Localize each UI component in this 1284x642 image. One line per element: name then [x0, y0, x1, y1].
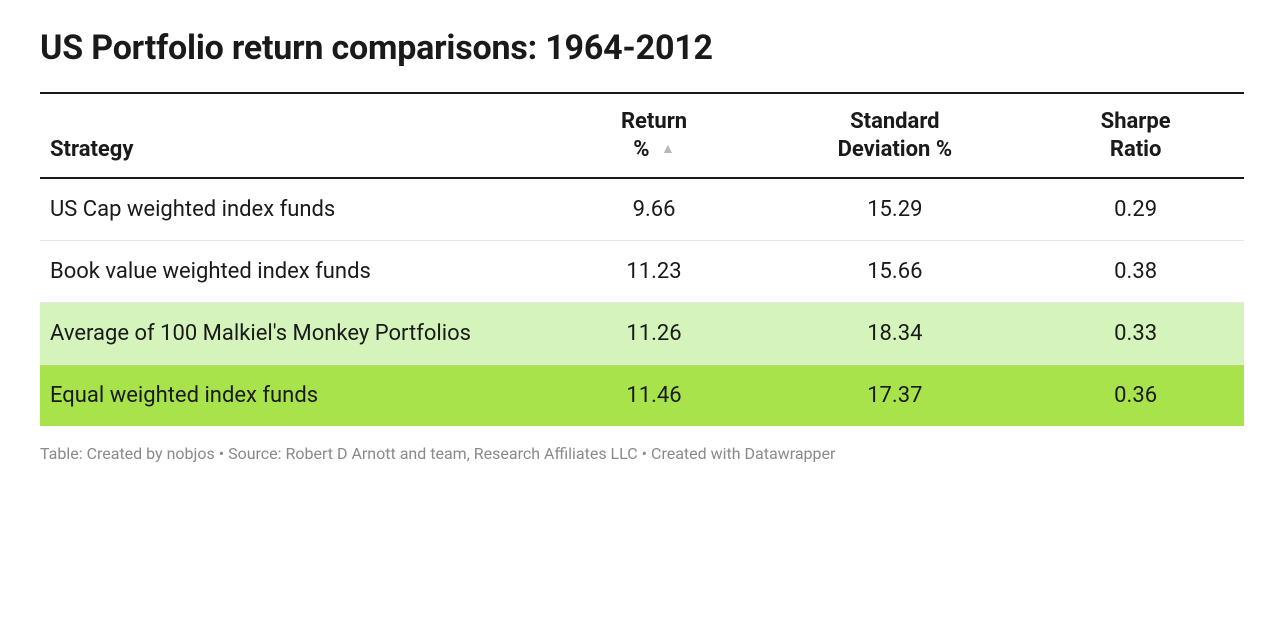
table-footer: Table: Created by nobjos • Source: Rober… [40, 444, 1244, 463]
table-row: Equal weighted index funds 11.46 17.37 0… [40, 365, 1244, 427]
cell-return: 9.66 [546, 178, 763, 241]
cell-stddev: 15.66 [762, 241, 1027, 303]
cell-stddev: 17.37 [762, 365, 1027, 427]
col-header-sharpe[interactable]: SharpeRatio [1027, 93, 1244, 178]
cell-stddev: 15.29 [762, 178, 1027, 241]
cell-strategy: Equal weighted index funds [40, 365, 546, 427]
col-header-stddev-label: StandardDeviation % [838, 109, 953, 162]
col-header-sharpe-label: SharpeRatio [1101, 109, 1171, 162]
col-header-strategy-label: Strategy [50, 137, 133, 162]
comparison-table: Strategy Return% ▲ StandardDeviation % S… [40, 92, 1244, 426]
cell-strategy: Average of 100 Malkiel's Monkey Portfoli… [40, 303, 546, 365]
cell-strategy: US Cap weighted index funds [40, 178, 546, 241]
cell-return: 11.23 [546, 241, 763, 303]
table-row: US Cap weighted index funds 9.66 15.29 0… [40, 178, 1244, 241]
col-header-return-label: Return% [621, 109, 687, 162]
cell-sharpe: 0.38 [1027, 241, 1244, 303]
col-header-return[interactable]: Return% ▲ [546, 93, 763, 178]
table-row: Book value weighted index funds 11.23 15… [40, 241, 1244, 303]
cell-strategy: Book value weighted index funds [40, 241, 546, 303]
table-header-row: Strategy Return% ▲ StandardDeviation % S… [40, 93, 1244, 178]
sort-asc-icon: ▲ [661, 141, 675, 159]
cell-sharpe: 0.36 [1027, 365, 1244, 427]
page-title: US Portfolio return comparisons: 1964-20… [40, 28, 1244, 68]
table-row: Average of 100 Malkiel's Monkey Portfoli… [40, 303, 1244, 365]
cell-return: 11.26 [546, 303, 763, 365]
cell-stddev: 18.34 [762, 303, 1027, 365]
cell-sharpe: 0.33 [1027, 303, 1244, 365]
col-header-stddev[interactable]: StandardDeviation % [762, 93, 1027, 178]
cell-return: 11.46 [546, 365, 763, 427]
col-header-strategy[interactable]: Strategy [40, 93, 546, 178]
cell-sharpe: 0.29 [1027, 178, 1244, 241]
